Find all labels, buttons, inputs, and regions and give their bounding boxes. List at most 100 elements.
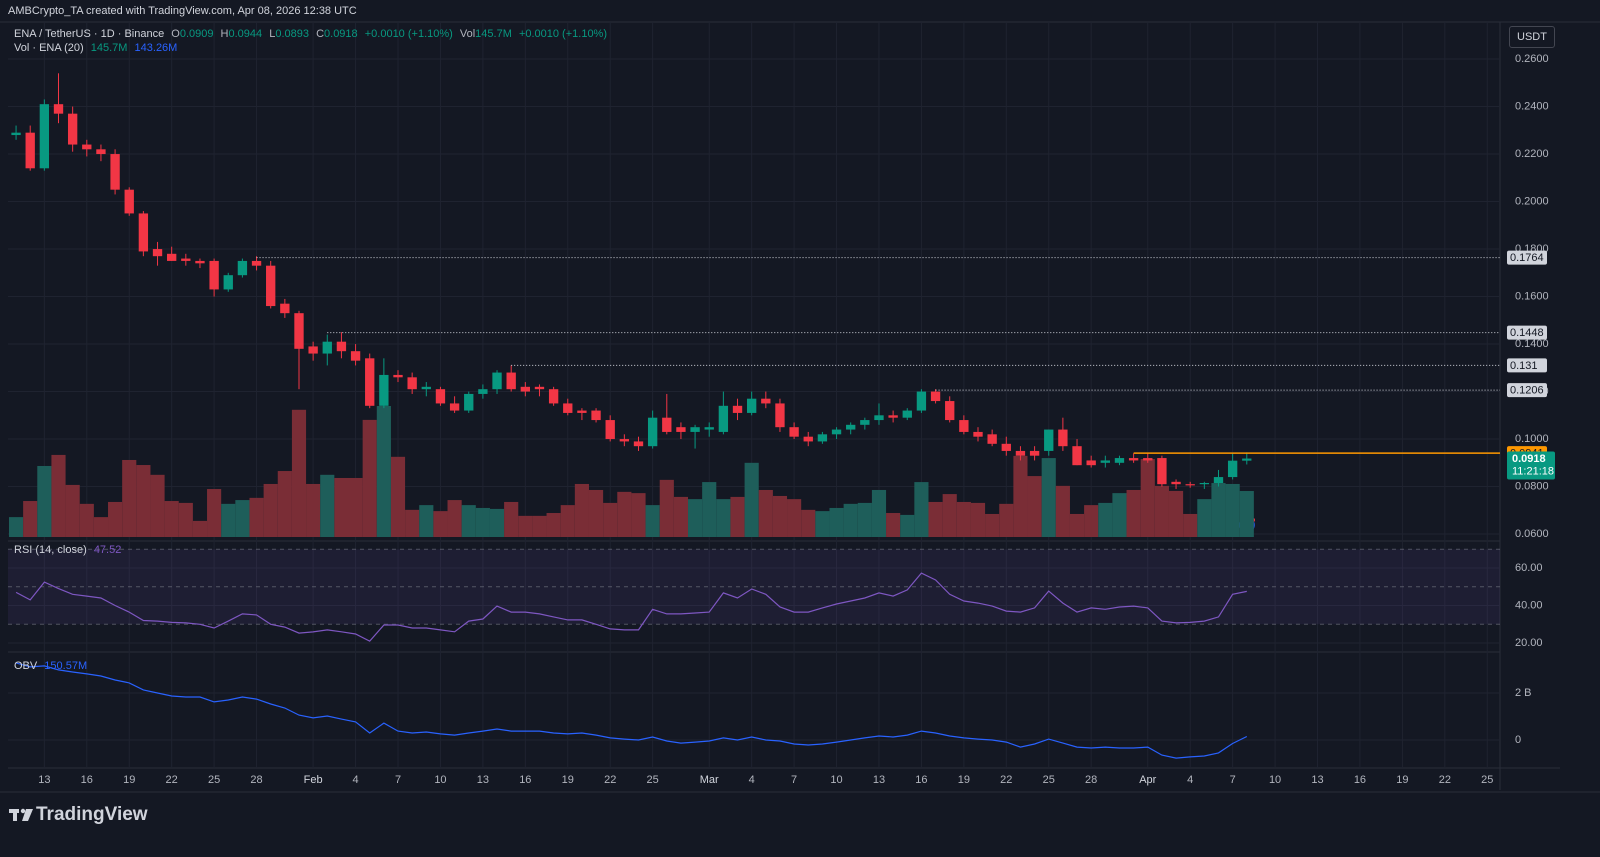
y-tick-label: 0.1000 bbox=[1515, 433, 1549, 445]
candle-body bbox=[280, 303, 290, 314]
y-tick-label: 2 B bbox=[1515, 687, 1532, 699]
volume-bar bbox=[1112, 493, 1127, 537]
x-tick-label: 13 bbox=[873, 774, 885, 786]
volume-bar bbox=[1013, 455, 1028, 537]
candle-body bbox=[67, 113, 78, 145]
volume-bar bbox=[985, 513, 1000, 537]
volume-bar bbox=[999, 503, 1014, 537]
volume-bar bbox=[447, 500, 462, 537]
candle-body bbox=[704, 427, 714, 430]
candle-body bbox=[152, 249, 163, 257]
volume-bar bbox=[235, 500, 250, 537]
volume-bar bbox=[1197, 499, 1212, 537]
volume-bar bbox=[1225, 483, 1240, 537]
x-tick-label: 28 bbox=[250, 774, 262, 786]
x-tick-label: 19 bbox=[562, 774, 574, 786]
candle-body bbox=[506, 372, 516, 390]
volume-bar bbox=[221, 503, 236, 537]
x-tick-label: 10 bbox=[1269, 774, 1281, 786]
volume-bar bbox=[772, 495, 788, 537]
y-tick-label: 0.0800 bbox=[1515, 480, 1549, 492]
indicator-line bbox=[15, 662, 1248, 759]
brand-logo bbox=[9, 808, 33, 821]
volume-bar bbox=[65, 484, 80, 537]
volume-bar bbox=[942, 494, 957, 537]
currency-button[interactable]: USDT bbox=[1509, 26, 1555, 48]
volume-bar bbox=[461, 505, 476, 537]
volume-name: Vol · ENA (20) bbox=[14, 42, 84, 54]
candle-body bbox=[916, 391, 927, 411]
x-tick-label: 4 bbox=[353, 774, 359, 786]
candle-body bbox=[478, 389, 488, 394]
volume-bar bbox=[263, 483, 278, 537]
candle-body bbox=[322, 341, 332, 354]
obv-legend: OBV 150.57M bbox=[14, 660, 91, 672]
candle-body bbox=[1100, 460, 1110, 463]
field-value: 0.0893 bbox=[275, 28, 309, 40]
level-label: 0.1448 bbox=[1510, 327, 1544, 339]
volume-bar bbox=[419, 505, 434, 537]
candle-body bbox=[761, 398, 771, 404]
volume-bar bbox=[588, 489, 604, 537]
volume-bar bbox=[617, 491, 632, 537]
candle-body bbox=[746, 398, 757, 413]
volume-bar bbox=[23, 501, 38, 537]
candle-body bbox=[209, 260, 219, 290]
x-tick-label: 25 bbox=[1043, 774, 1055, 786]
x-tick-label: 25 bbox=[1481, 774, 1493, 786]
y-tick-label: 0.2200 bbox=[1515, 148, 1549, 160]
candle-body bbox=[817, 434, 828, 442]
volume-bar bbox=[744, 462, 759, 537]
candle-body bbox=[237, 260, 248, 276]
candle-body bbox=[1157, 458, 1167, 485]
x-tick-label: 13 bbox=[1311, 774, 1323, 786]
volume-bar bbox=[532, 515, 547, 537]
volume-current: 145.7M bbox=[90, 42, 128, 54]
field-label: O bbox=[171, 28, 180, 40]
volume-bar bbox=[914, 482, 929, 537]
candle-body bbox=[1213, 477, 1224, 483]
volume-bar bbox=[249, 497, 264, 537]
y-tick-label: 0.2600 bbox=[1515, 53, 1549, 65]
candle-body bbox=[1029, 450, 1040, 456]
volume-bar bbox=[1027, 476, 1042, 537]
candle-body bbox=[266, 265, 276, 307]
rsi-current: 47.52 bbox=[93, 544, 122, 556]
candle-body bbox=[959, 420, 969, 432]
candle-body bbox=[138, 213, 149, 252]
volume-bar bbox=[277, 471, 292, 537]
y-tick-label: 40.00 bbox=[1515, 599, 1543, 611]
candle-body bbox=[336, 341, 347, 352]
candle-body bbox=[945, 401, 955, 421]
volume-bar bbox=[122, 459, 137, 537]
brand: TradingView bbox=[36, 804, 148, 825]
candle-body bbox=[831, 429, 842, 435]
volume-bar bbox=[787, 499, 802, 537]
volume-bar bbox=[702, 482, 717, 537]
x-tick-label: Apr bbox=[1139, 774, 1156, 786]
candle-body bbox=[1199, 482, 1210, 485]
candle-body bbox=[789, 427, 799, 437]
x-tick-label: 22 bbox=[166, 774, 178, 786]
y-tick-label: 0.2400 bbox=[1515, 100, 1549, 112]
volume-bar bbox=[51, 454, 66, 537]
candle-body bbox=[350, 351, 361, 361]
candle-body bbox=[732, 405, 743, 413]
candle-body bbox=[449, 403, 460, 411]
x-tick-label: 10 bbox=[830, 774, 842, 786]
volume-bar bbox=[207, 489, 222, 537]
volume-bar bbox=[560, 505, 575, 537]
candle-body bbox=[930, 391, 941, 402]
candle-body bbox=[520, 386, 530, 392]
x-tick-label: 16 bbox=[1354, 774, 1366, 786]
volume-bar bbox=[886, 513, 901, 537]
x-tick-label: 19 bbox=[1396, 774, 1408, 786]
level-label: 0.131 bbox=[1510, 360, 1538, 372]
volume-bar bbox=[433, 511, 448, 537]
logo-part bbox=[22, 809, 33, 821]
candle-body bbox=[619, 439, 630, 442]
candle-body bbox=[1015, 450, 1026, 456]
volume-bar bbox=[1084, 505, 1099, 537]
